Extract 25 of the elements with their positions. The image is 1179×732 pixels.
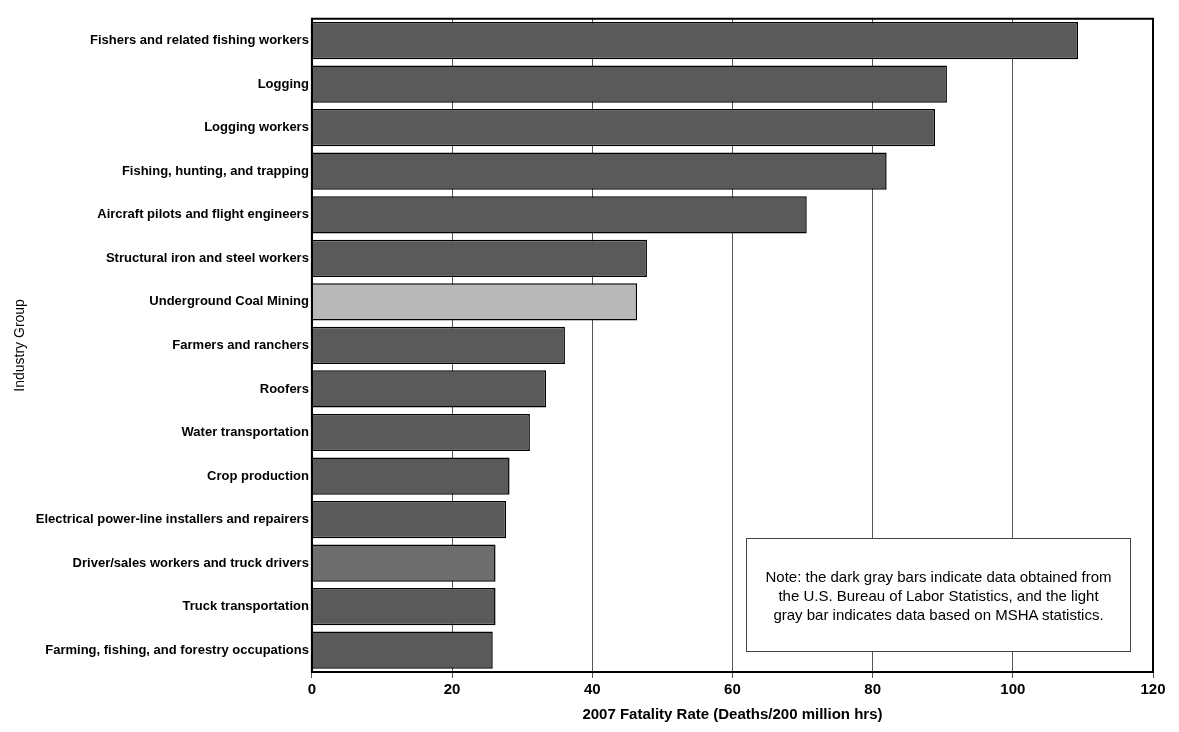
y-axis-title: Industry Group	[11, 298, 28, 392]
y-tick-label: Aircraft pilots and flight engineers	[97, 206, 309, 222]
y-tick-label: Crop production	[207, 467, 309, 483]
y-tick-label: Farming, fishing, and forestry occupations	[45, 641, 309, 657]
y-tick-label: Structural iron and steel workers	[105, 249, 309, 265]
x-tick-label: 80	[864, 680, 881, 698]
y-tick-label: Electrical power-line installers and repairers	[35, 511, 309, 527]
y-tick-label: Water transportation	[181, 424, 309, 440]
y-tick-label: Fishing, hunting, and trapping	[121, 162, 309, 178]
y-tick-label: Driver/sales workers and truck drivers	[72, 554, 309, 570]
x-tick-label: 120	[1140, 680, 1166, 698]
x-axis-title: 2007 Fatality Rate (Deaths/200 million hrs)	[582, 705, 883, 723]
y-tick-label: Underground Coal Mining	[149, 293, 309, 309]
y-tick-label: Truck transportation	[182, 598, 309, 614]
y-tick-label: Logging workers	[204, 119, 309, 135]
y-tick-label: Fishers and related fishing workers	[90, 32, 309, 48]
x-tick-label: 100	[1000, 680, 1026, 698]
x-tick-label: 40	[583, 680, 601, 698]
y-tick-label: Roofers	[259, 380, 309, 396]
note-box: Note: the dark gray bars indicate data obtained from the U.S. Bureau of Labor Statistics, and the light gray bar indicates data based on MSHA statistics.	[746, 538, 1131, 652]
x-tick-label: 20	[443, 680, 461, 698]
x-tick-label: 0	[307, 680, 317, 698]
x-tick-label: 60	[724, 680, 741, 698]
y-tick-label: Logging	[257, 75, 309, 91]
y-tick-label: Farmers and ranchers	[172, 336, 309, 352]
